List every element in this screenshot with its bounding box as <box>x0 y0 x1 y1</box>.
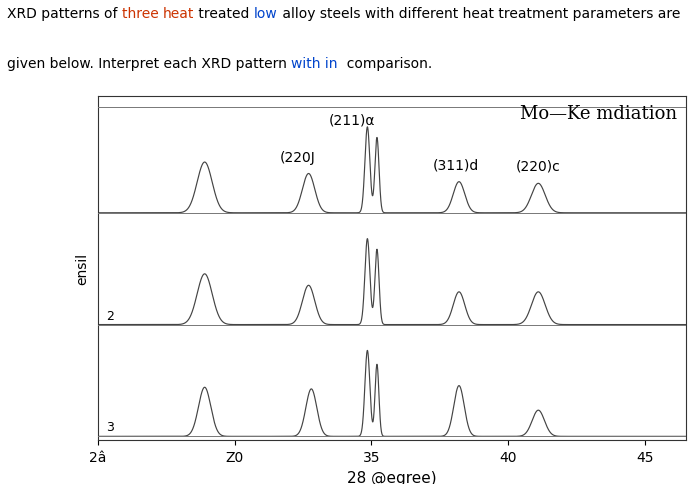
Text: comparison.: comparison. <box>337 57 432 71</box>
Text: low: low <box>254 7 278 21</box>
Text: 3: 3 <box>106 421 114 434</box>
Text: (220)c: (220)c <box>516 159 561 173</box>
Text: Mo—Ke mdiation: Mo—Ke mdiation <box>520 105 677 122</box>
Text: (311)d: (311)d <box>433 158 480 172</box>
Y-axis label: ensil: ensil <box>76 253 90 285</box>
Text: heat: heat <box>163 7 195 21</box>
Text: 2: 2 <box>106 309 114 322</box>
X-axis label: 28 @egree): 28 @egree) <box>347 469 437 484</box>
Text: three: three <box>122 7 163 21</box>
Text: (220J: (220J <box>280 151 316 165</box>
Text: treated: treated <box>195 7 254 21</box>
Text: given below. Interpret each XRD pattern: given below. Interpret each XRD pattern <box>7 57 291 71</box>
Text: (211)α: (211)α <box>329 113 376 127</box>
Text: XRD patterns of: XRD patterns of <box>7 7 122 21</box>
Text: alloy steels with different heat treatment parameters are: alloy steels with different heat treatme… <box>278 7 680 21</box>
Text: with in: with in <box>291 57 337 71</box>
